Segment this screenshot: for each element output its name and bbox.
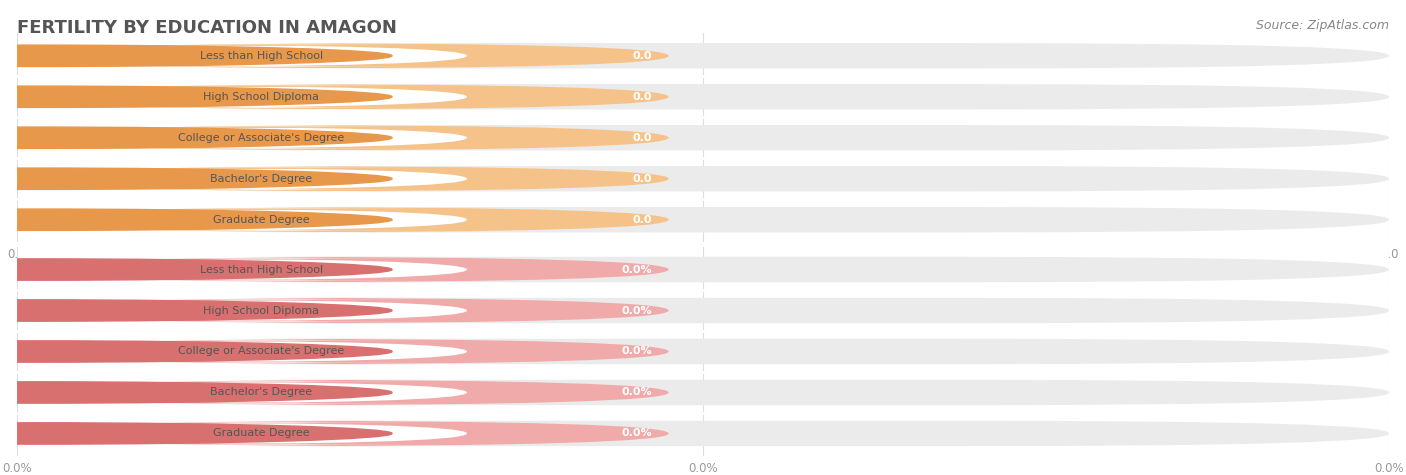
FancyBboxPatch shape — [17, 257, 669, 282]
Text: Less than High School: Less than High School — [200, 265, 323, 275]
FancyBboxPatch shape — [17, 339, 669, 364]
FancyBboxPatch shape — [17, 84, 1389, 109]
FancyBboxPatch shape — [55, 209, 467, 231]
FancyBboxPatch shape — [55, 86, 467, 108]
Text: 0.0%: 0.0% — [621, 265, 652, 275]
Circle shape — [0, 423, 392, 444]
FancyBboxPatch shape — [17, 166, 669, 191]
FancyBboxPatch shape — [17, 125, 1389, 151]
Text: High School Diploma: High School Diploma — [202, 92, 319, 102]
FancyBboxPatch shape — [55, 381, 467, 404]
FancyBboxPatch shape — [17, 421, 669, 446]
Text: 0.0%: 0.0% — [621, 388, 652, 398]
Circle shape — [0, 382, 392, 403]
Text: FERTILITY BY EDUCATION IN AMAGON: FERTILITY BY EDUCATION IN AMAGON — [17, 19, 396, 37]
FancyBboxPatch shape — [17, 125, 669, 151]
Text: 0.0: 0.0 — [633, 51, 652, 61]
Text: Source: ZipAtlas.com: Source: ZipAtlas.com — [1256, 19, 1389, 32]
Circle shape — [0, 45, 392, 66]
Circle shape — [0, 341, 392, 362]
Text: 0.0%: 0.0% — [621, 428, 652, 438]
Text: College or Associate's Degree: College or Associate's Degree — [179, 346, 344, 357]
Text: High School Diploma: High School Diploma — [202, 305, 319, 315]
FancyBboxPatch shape — [17, 298, 1389, 323]
FancyBboxPatch shape — [17, 257, 1389, 282]
FancyBboxPatch shape — [55, 341, 467, 362]
FancyBboxPatch shape — [55, 258, 467, 281]
Text: 0.0: 0.0 — [633, 133, 652, 143]
Circle shape — [0, 209, 392, 230]
Text: Graduate Degree: Graduate Degree — [212, 428, 309, 438]
Circle shape — [0, 300, 392, 321]
FancyBboxPatch shape — [17, 339, 1389, 364]
FancyBboxPatch shape — [17, 84, 669, 109]
Text: 0.0%: 0.0% — [621, 346, 652, 357]
Circle shape — [0, 259, 392, 280]
FancyBboxPatch shape — [55, 45, 467, 67]
FancyBboxPatch shape — [17, 380, 1389, 405]
Text: Graduate Degree: Graduate Degree — [212, 215, 309, 225]
Text: Bachelor's Degree: Bachelor's Degree — [209, 388, 312, 398]
FancyBboxPatch shape — [17, 43, 1389, 68]
FancyBboxPatch shape — [17, 298, 669, 323]
Circle shape — [0, 127, 392, 148]
Text: 0.0%: 0.0% — [621, 305, 652, 315]
Text: Bachelor's Degree: Bachelor's Degree — [209, 174, 312, 184]
Text: College or Associate's Degree: College or Associate's Degree — [179, 133, 344, 143]
Text: 0.0: 0.0 — [633, 92, 652, 102]
FancyBboxPatch shape — [55, 168, 467, 190]
FancyBboxPatch shape — [17, 207, 1389, 232]
Circle shape — [0, 86, 392, 107]
Circle shape — [0, 168, 392, 190]
FancyBboxPatch shape — [17, 380, 669, 405]
FancyBboxPatch shape — [55, 299, 467, 322]
Text: 0.0: 0.0 — [633, 215, 652, 225]
FancyBboxPatch shape — [17, 166, 1389, 191]
FancyBboxPatch shape — [17, 421, 1389, 446]
FancyBboxPatch shape — [17, 43, 669, 68]
FancyBboxPatch shape — [55, 422, 467, 445]
FancyBboxPatch shape — [17, 207, 669, 232]
FancyBboxPatch shape — [55, 127, 467, 149]
Text: Less than High School: Less than High School — [200, 51, 323, 61]
Text: 0.0: 0.0 — [633, 174, 652, 184]
